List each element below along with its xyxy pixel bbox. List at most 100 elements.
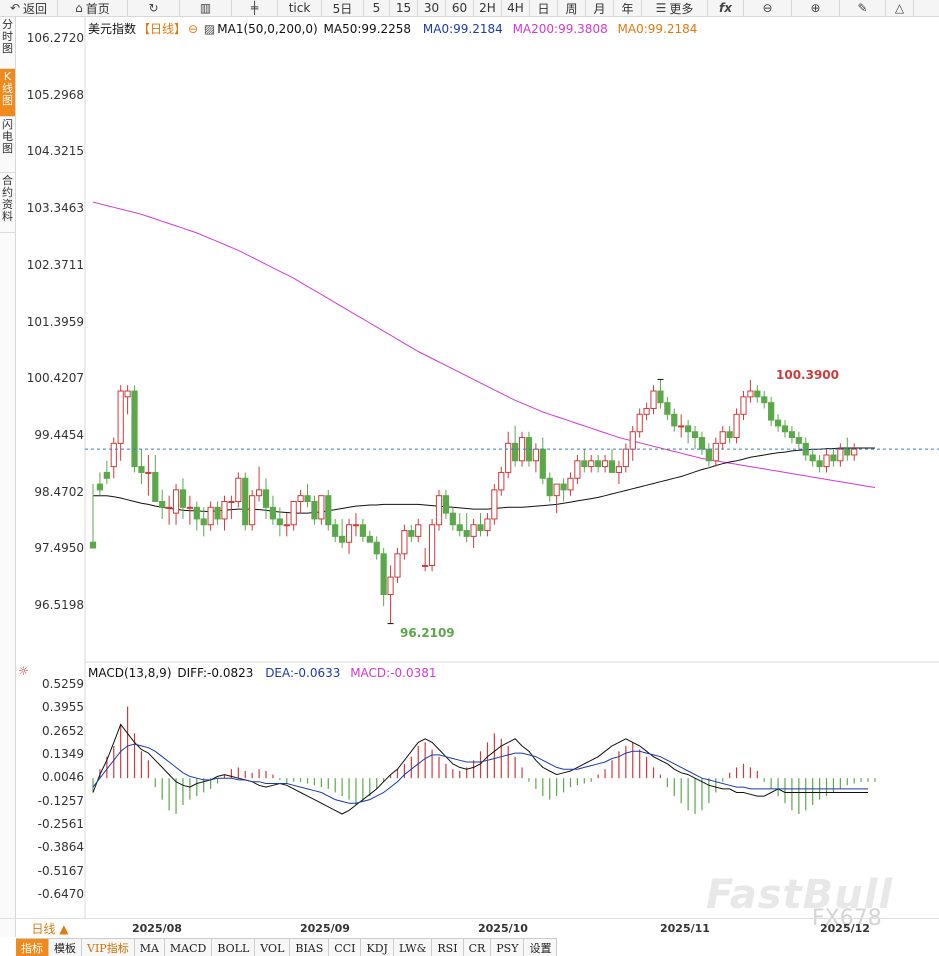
home-icon: ⌂ <box>75 1 83 15</box>
price-tick-label: 101.3959 <box>26 314 84 329</box>
candle-body <box>387 576 394 596</box>
tab-boll[interactable]: BOLL <box>212 939 256 956</box>
macd-dea-line <box>92 743 868 804</box>
tab-vip-indicators[interactable]: VIP指标 <box>82 939 135 956</box>
candle-body <box>747 390 754 398</box>
settings-icon[interactable]: ⊖ <box>188 22 199 36</box>
price-tick-label: 104.3215 <box>26 144 84 159</box>
macd-tick-label: 0.2652 <box>42 723 84 738</box>
candle-body <box>352 524 360 527</box>
candle-body <box>373 541 380 555</box>
period-5d-button[interactable]: 5日 <box>322 0 364 17</box>
menu-icon: ☰ <box>655 1 667 15</box>
zoom-in-button[interactable]: ⊕ <box>792 0 840 17</box>
tab-kline[interactable]: K线图 <box>0 69 15 117</box>
chart-toggle-icon[interactable]: ▨ <box>203 22 216 36</box>
candle-body <box>325 495 332 526</box>
period-5-button[interactable]: 5 <box>364 0 390 17</box>
macd-legend: MACD(13,8,9) DIFF:-0.0823 DEA:-0.0633 MA… <box>88 666 439 680</box>
candle-body <box>249 495 256 526</box>
macd-tick-label: -0.6470 <box>37 887 84 901</box>
candle-body <box>276 518 283 526</box>
back-button[interactable]: ↶ 返回 <box>0 0 58 17</box>
formula-button[interactable]: fx <box>708 0 744 17</box>
refresh-button[interactable]: ↻ <box>128 0 180 17</box>
candle-type-button[interactable]: ╪ <box>232 0 278 17</box>
high-price-label: 100.3900 <box>776 368 840 382</box>
macd-macd-value: MACD:-0.0381 <box>350 666 437 680</box>
period-4h-button[interactable]: 4H <box>502 0 530 17</box>
chart-type-button[interactable]: ▥ <box>180 0 232 17</box>
candle-body <box>505 442 512 473</box>
macd-tick-label: 0.5259 <box>42 677 84 691</box>
period-year-button[interactable]: 年 <box>614 0 642 17</box>
period-month-button[interactable]: 月 <box>586 0 614 17</box>
collapse-button[interactable]: △ <box>886 0 914 17</box>
ma-name: MA1(50,0,200,0) <box>217 22 318 36</box>
tab-templates[interactable]: 模板 <box>49 939 82 956</box>
tab-timeshare[interactable]: 分时图 <box>0 17 15 69</box>
candle-body <box>172 489 180 514</box>
candle-body <box>117 390 124 444</box>
candle-body <box>221 500 228 520</box>
period-week-button[interactable]: 周 <box>558 0 586 17</box>
more-button[interactable]: ☰ 更多 <box>642 0 708 17</box>
candle-body <box>380 553 387 596</box>
tab-indicators[interactable]: 指标 <box>16 939 49 956</box>
price-tick-label: 102.3711 <box>26 257 84 272</box>
period-day-button[interactable]: 日 <box>530 0 558 17</box>
candle-body <box>532 448 539 462</box>
period-15-button[interactable]: 15 <box>390 0 418 17</box>
candle-body <box>691 431 699 439</box>
tab-vol[interactable]: VOL <box>255 939 291 956</box>
tab-cr[interactable]: CR <box>463 939 492 956</box>
candle-body <box>463 530 470 537</box>
period-select-button[interactable]: 日线 ▲ <box>31 922 69 936</box>
tab-macd[interactable]: MACD <box>164 939 213 956</box>
candle-body <box>726 431 733 439</box>
candle-body <box>345 524 353 543</box>
price-tick-label: 96.5198 <box>34 598 84 612</box>
tab-psy[interactable]: PSY <box>491 939 525 956</box>
candle-body <box>553 483 560 497</box>
home-button[interactable]: ⌂ 首页 <box>58 0 128 17</box>
zoom-out-button[interactable]: ⊖ <box>744 0 792 17</box>
tab-settings[interactable]: 设置 <box>524 939 558 956</box>
candle-body <box>428 524 436 566</box>
candle-body <box>636 413 643 433</box>
candle-body <box>283 524 290 527</box>
ma0-value: MA0:99.2184 <box>422 22 503 36</box>
price-tick-label: 98.4702 <box>34 484 84 499</box>
macd-tick-label: -0.5167 <box>37 863 84 878</box>
period-60-button[interactable]: 60 <box>446 0 474 17</box>
candle-body <box>442 495 450 514</box>
candle-body <box>110 442 117 468</box>
tab-ma[interactable]: MA <box>134 939 165 956</box>
candle-body <box>290 500 297 526</box>
candle-body <box>595 460 602 468</box>
macd-dea-value: DEA:-0.0633 <box>265 666 341 680</box>
tab-rsi[interactable]: RSI <box>432 939 464 956</box>
candle-body <box>96 483 104 491</box>
tab-bias[interactable]: BIAS <box>290 939 330 956</box>
period-2h-button[interactable]: 2H <box>474 0 502 17</box>
ma200-line <box>92 201 876 488</box>
candle-body <box>456 524 463 532</box>
price-tick-label: 97.4950 <box>34 541 84 556</box>
candle-body <box>781 425 789 433</box>
candle-body <box>512 442 519 462</box>
date-label: 2025/10 <box>478 922 528 935</box>
tab-flash[interactable]: 闪电图 <box>0 117 15 173</box>
period-30-button[interactable]: 30 <box>418 0 446 17</box>
candle-body <box>138 466 145 473</box>
tick-button[interactable]: tick <box>278 0 322 17</box>
tab-cci[interactable]: CCI <box>329 939 362 956</box>
tab-kdj[interactable]: KDJ <box>361 939 394 956</box>
tab-lw[interactable]: LW& <box>393 939 433 956</box>
candle-body <box>588 460 595 468</box>
tab-contract-info[interactable]: 合约资料 <box>0 173 15 233</box>
candle-body <box>179 489 187 508</box>
macd-pane-icon[interactable]: ☼ <box>18 664 29 678</box>
draw-button[interactable]: ✎ <box>840 0 886 17</box>
